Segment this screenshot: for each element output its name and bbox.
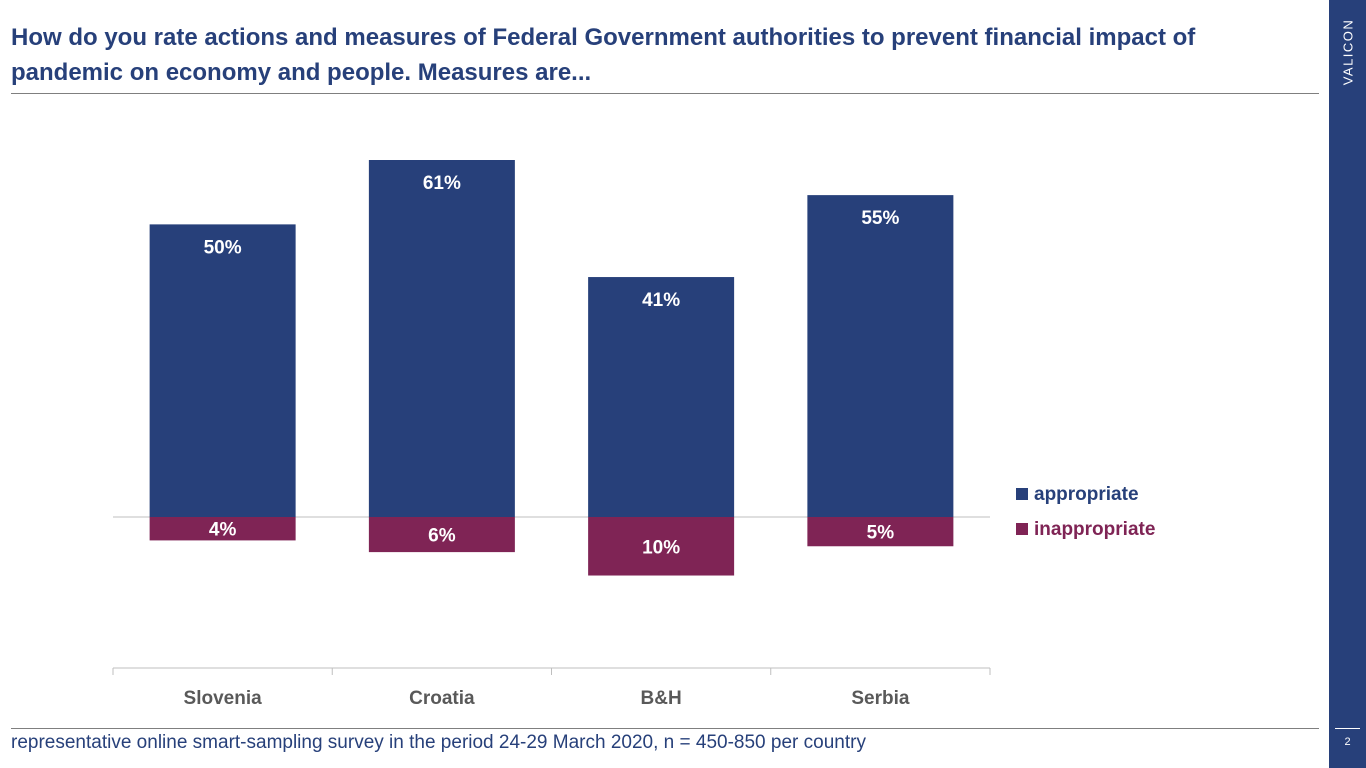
data-label-inappropriate: 10% bbox=[642, 537, 680, 558]
bar-appropriate bbox=[368, 160, 515, 517]
bar-inappropriate bbox=[368, 517, 515, 553]
legend-label-inappropriate: inappropriate bbox=[1034, 519, 1155, 540]
footnote: representative online smart-sampling sur… bbox=[11, 732, 866, 753]
data-label-appropriate: 41% bbox=[642, 290, 680, 311]
bar-inappropriate bbox=[149, 517, 296, 541]
title-divider bbox=[11, 93, 1319, 94]
data-label-appropriate: 55% bbox=[861, 208, 899, 229]
legend-label-appropriate: appropriate bbox=[1034, 484, 1139, 505]
bar-appropriate bbox=[149, 224, 296, 517]
bar-inappropriate bbox=[588, 517, 735, 576]
bar-appropriate bbox=[588, 277, 735, 517]
x-tick-label: B&H bbox=[641, 688, 682, 709]
side-divider bbox=[1335, 728, 1360, 729]
side-brand-bar bbox=[1329, 0, 1366, 768]
x-tick-label: Croatia bbox=[409, 688, 475, 709]
data-label-inappropriate: 6% bbox=[428, 526, 456, 547]
page-title: How do you rate actions and measures of … bbox=[11, 24, 1196, 86]
bar-inappropriate bbox=[807, 517, 954, 547]
x-tick-label: Slovenia bbox=[184, 688, 263, 709]
bar-appropriate bbox=[807, 195, 954, 518]
bar-chart: 50% 4% Slovenia 61% 6% Croatia 41% 10% B&H 55% 5% S… bbox=[112, 160, 1155, 709]
footer-divider bbox=[11, 728, 1319, 729]
data-label-inappropriate: 5% bbox=[867, 523, 895, 544]
data-label-appropriate: 50% bbox=[204, 237, 242, 258]
data-label-inappropriate: 4% bbox=[209, 520, 237, 541]
data-label-appropriate: 61% bbox=[423, 173, 461, 194]
brand-logo: VALICON bbox=[1329, 0, 1366, 110]
x-tick-label: Serbia bbox=[851, 688, 910, 709]
page-number: 2 bbox=[1344, 736, 1351, 748]
legend-swatch-appropriate bbox=[1016, 488, 1028, 500]
legend-swatch-inappropriate bbox=[1016, 523, 1028, 535]
brand-name: VALICON bbox=[1340, 18, 1355, 86]
